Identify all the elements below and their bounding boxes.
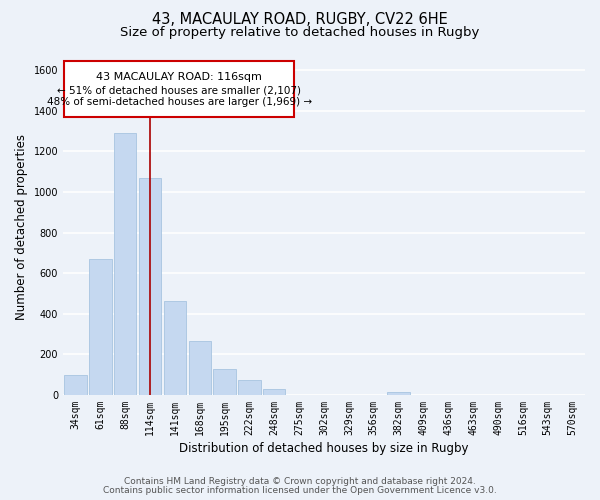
Text: Size of property relative to detached houses in Rugby: Size of property relative to detached ho…: [121, 26, 479, 39]
Text: Contains HM Land Registry data © Crown copyright and database right 2024.: Contains HM Land Registry data © Crown c…: [124, 477, 476, 486]
Y-axis label: Number of detached properties: Number of detached properties: [15, 134, 28, 320]
Text: Contains public sector information licensed under the Open Government Licence v3: Contains public sector information licen…: [103, 486, 497, 495]
Text: 48% of semi-detached houses are larger (1,969) →: 48% of semi-detached houses are larger (…: [47, 96, 312, 106]
Bar: [388, 392, 410, 395]
Text: 43, MACAULAY ROAD, RUGBY, CV22 6HE: 43, MACAULAY ROAD, RUGBY, CV22 6HE: [152, 12, 448, 28]
X-axis label: Distribution of detached houses by size in Rugby: Distribution of detached houses by size …: [179, 442, 469, 455]
Bar: [139, 178, 161, 395]
Bar: [64, 61, 294, 117]
Text: ← 51% of detached houses are smaller (2,107): ← 51% of detached houses are smaller (2,…: [57, 86, 301, 96]
Bar: [263, 389, 286, 395]
Bar: [89, 259, 112, 395]
Bar: [114, 133, 136, 395]
Bar: [238, 380, 260, 395]
Bar: [188, 341, 211, 395]
Bar: [214, 368, 236, 395]
Bar: [64, 374, 86, 395]
Bar: [164, 300, 186, 395]
Text: 43 MACAULAY ROAD: 116sqm: 43 MACAULAY ROAD: 116sqm: [97, 72, 262, 82]
